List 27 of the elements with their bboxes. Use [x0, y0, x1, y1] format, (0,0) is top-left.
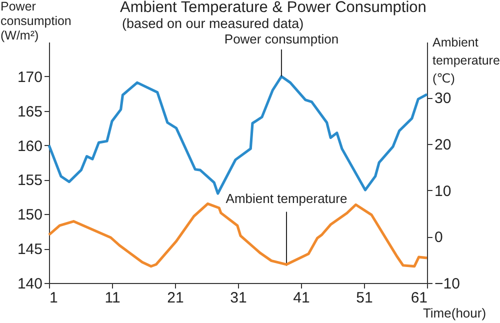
y2-tick-label: −10 — [434, 276, 460, 292]
y-tick-label: 165 — [17, 103, 42, 120]
x-tick-label: 51 — [356, 290, 373, 306]
y2-tick-label: 10 — [434, 182, 452, 200]
y2-axis-title: Ambient temperature (℃) — [432, 36, 500, 86]
x-tick-label: 11 — [104, 290, 120, 306]
annotation: Ambient temperature — [226, 190, 348, 206]
x-tick-label: 21 — [167, 290, 184, 306]
y2-tick-label: 30 — [434, 90, 452, 108]
y-tick-label: 150 — [17, 206, 42, 224]
x-tick-label: 61 — [410, 290, 428, 306]
x-tick-label: 1 — [50, 290, 58, 306]
y-tick-label: 155 — [17, 172, 42, 190]
y2-tick-label: 20 — [434, 136, 452, 154]
annotation: Power consumption — [224, 31, 339, 46]
y2-tick-label: 0 — [434, 229, 443, 246]
y-tick-label: 160 — [17, 138, 42, 155]
y-tick-label: 145 — [17, 241, 42, 258]
x-tick-label: 41 — [293, 290, 310, 306]
y-tick-label: 170 — [17, 68, 42, 86]
x-axis-title: Time(hour) — [422, 306, 486, 320]
x-tick-label: 31 — [230, 290, 247, 306]
y-axis-title: Power consumption (W/m²) — [0, 0, 72, 42]
y-tick-label: 140 — [17, 276, 42, 292]
chart-title: Ambient Temperature & Power Consumption — [120, 0, 426, 16]
chart-subtitle: (based on our measured data) — [122, 16, 304, 31]
line-series — [48, 75, 428, 195]
